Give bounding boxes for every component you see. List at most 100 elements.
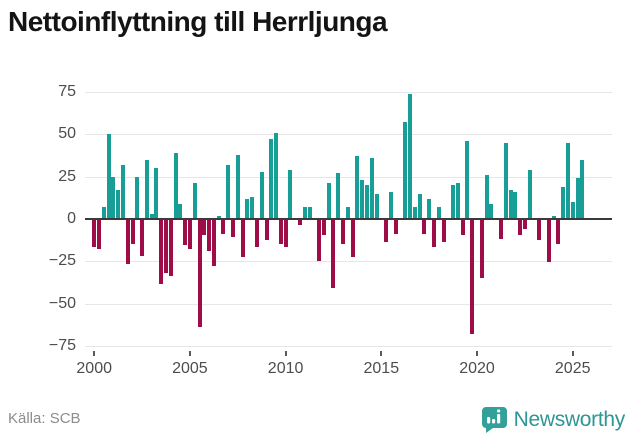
x-axis-year-label: 2020 bbox=[459, 360, 495, 377]
y-axis-tick-label: 75 bbox=[58, 82, 76, 100]
bar-2005-q2 bbox=[192, 183, 197, 219]
bar-2000-q3 bbox=[101, 207, 106, 219]
bar-2013-q3 bbox=[350, 220, 355, 258]
x-axis-year-label: 2025 bbox=[554, 360, 591, 377]
bar-2001-q3 bbox=[120, 164, 125, 219]
bar-2018-q1 bbox=[436, 207, 441, 219]
bar-2008-q3 bbox=[254, 220, 259, 248]
bar-2021-q3 bbox=[503, 142, 508, 219]
bar-2017-q4 bbox=[431, 220, 436, 248]
bar-2007-q2 bbox=[231, 220, 235, 237]
bar-2003-q2 bbox=[154, 168, 159, 219]
bar-2023-q2 bbox=[537, 220, 542, 241]
x-axis-tick bbox=[571, 351, 574, 356]
bar-2019-q3 bbox=[465, 141, 470, 219]
bar-2001-q2 bbox=[116, 190, 121, 219]
bar-2000-q1 bbox=[92, 220, 97, 248]
bar-2012-q2 bbox=[326, 183, 331, 219]
y-axis-tick-label: 50 bbox=[58, 125, 76, 143]
bar-2003-q3 bbox=[159, 220, 164, 285]
bar-2009-q1 bbox=[264, 220, 269, 241]
bar-2000-q2 bbox=[97, 220, 101, 249]
bar-2024-q2 bbox=[556, 220, 561, 244]
x-axis-year-label: 2015 bbox=[363, 360, 400, 377]
bar-2006-q3 bbox=[216, 215, 221, 219]
bar-2009-q4 bbox=[278, 220, 283, 244]
gridline bbox=[85, 304, 612, 305]
bar-2002-q2 bbox=[135, 176, 140, 219]
bar-2021-q4 bbox=[508, 190, 513, 219]
source-label: Källa: SCB bbox=[8, 410, 81, 427]
bar-2007-q3 bbox=[235, 154, 240, 219]
bar-2001-q4 bbox=[125, 220, 130, 265]
bar-2010-q2 bbox=[288, 169, 293, 219]
bar-2013-q1 bbox=[341, 220, 345, 244]
bar-2014-q3 bbox=[369, 157, 374, 219]
bar-2005-q4 bbox=[202, 220, 207, 236]
bar-2007-q4 bbox=[240, 220, 245, 258]
bar-2025-q1 bbox=[570, 202, 575, 219]
bar-2014-q2 bbox=[364, 185, 369, 219]
bar-2025-q3 bbox=[580, 159, 585, 219]
newsworthy-wordmark: Newsworthy bbox=[513, 408, 626, 431]
bar-2017-q2 bbox=[422, 220, 427, 234]
bar-2020-q2 bbox=[479, 220, 484, 278]
bar-2024-q1 bbox=[551, 215, 556, 219]
bar-2022-q2 bbox=[518, 220, 523, 236]
x-axis-year-label: 2000 bbox=[76, 360, 112, 377]
gridline bbox=[85, 92, 612, 93]
y-axis-tick-label: −50 bbox=[48, 294, 76, 312]
bar-2013-q2 bbox=[345, 207, 350, 219]
bar-2013-q4 bbox=[355, 156, 360, 219]
bar-2024-q4 bbox=[565, 142, 570, 219]
bar-2020-q3 bbox=[484, 174, 489, 219]
x-axis-year-label: 2010 bbox=[267, 360, 304, 377]
bar-2016-q2 bbox=[403, 122, 408, 219]
bar-2008-q2 bbox=[250, 197, 255, 219]
bar-2015-q2 bbox=[384, 220, 389, 242]
bar-2021-q2 bbox=[498, 220, 503, 239]
bar-2023-q4 bbox=[546, 220, 551, 263]
bar-2022-q4 bbox=[527, 169, 532, 219]
x-axis-tick bbox=[93, 351, 96, 356]
bar-2019-q1 bbox=[455, 183, 460, 219]
gridline bbox=[85, 177, 612, 178]
bar-2011-q1 bbox=[302, 207, 307, 219]
x-axis-tick bbox=[380, 351, 383, 356]
bar-2011-q4 bbox=[317, 220, 322, 261]
bar-2022-q3 bbox=[522, 220, 527, 229]
bar-2009-q2 bbox=[269, 139, 274, 219]
gridline bbox=[85, 346, 612, 347]
bar-2001-q1 bbox=[111, 176, 116, 219]
bar-2006-q4 bbox=[221, 220, 226, 234]
bar-2010-q4 bbox=[298, 220, 302, 226]
chart-title: Nettoinflyttning till Herrljunga bbox=[8, 6, 388, 37]
bar-2017-q3 bbox=[427, 198, 432, 219]
bar-2004-q1 bbox=[168, 220, 173, 276]
x-axis-zero-line bbox=[85, 218, 612, 220]
y-axis-tick-label: −75 bbox=[48, 337, 76, 355]
bar-2007-q1 bbox=[226, 164, 231, 219]
y-axis-tick-label: 0 bbox=[67, 210, 76, 227]
newsworthy-brand: Newsworthy bbox=[481, 406, 625, 434]
bar-2019-q4 bbox=[470, 220, 475, 334]
bar-2004-q4 bbox=[183, 220, 188, 246]
bar-2012-q1 bbox=[321, 220, 326, 236]
bar-2002-q4 bbox=[144, 159, 149, 219]
bar-2008-q1 bbox=[245, 198, 250, 219]
bar-2017-q1 bbox=[417, 193, 422, 219]
bar-2018-q2 bbox=[441, 220, 446, 242]
bar-2004-q3 bbox=[178, 203, 183, 219]
bar-2015-q3 bbox=[388, 191, 393, 219]
bar-2020-q4 bbox=[489, 203, 494, 219]
newsworthy-badge-icon bbox=[481, 407, 507, 433]
bar-2024-q3 bbox=[561, 186, 566, 219]
y-axis-tick-label: −25 bbox=[48, 252, 76, 270]
bar-2010-q1 bbox=[283, 220, 288, 248]
bar-2003-q4 bbox=[164, 220, 168, 273]
bar-2008-q4 bbox=[259, 171, 264, 219]
gridline bbox=[85, 134, 612, 135]
bar-2012-q3 bbox=[331, 220, 336, 288]
bar-2003-q1 bbox=[149, 213, 154, 219]
